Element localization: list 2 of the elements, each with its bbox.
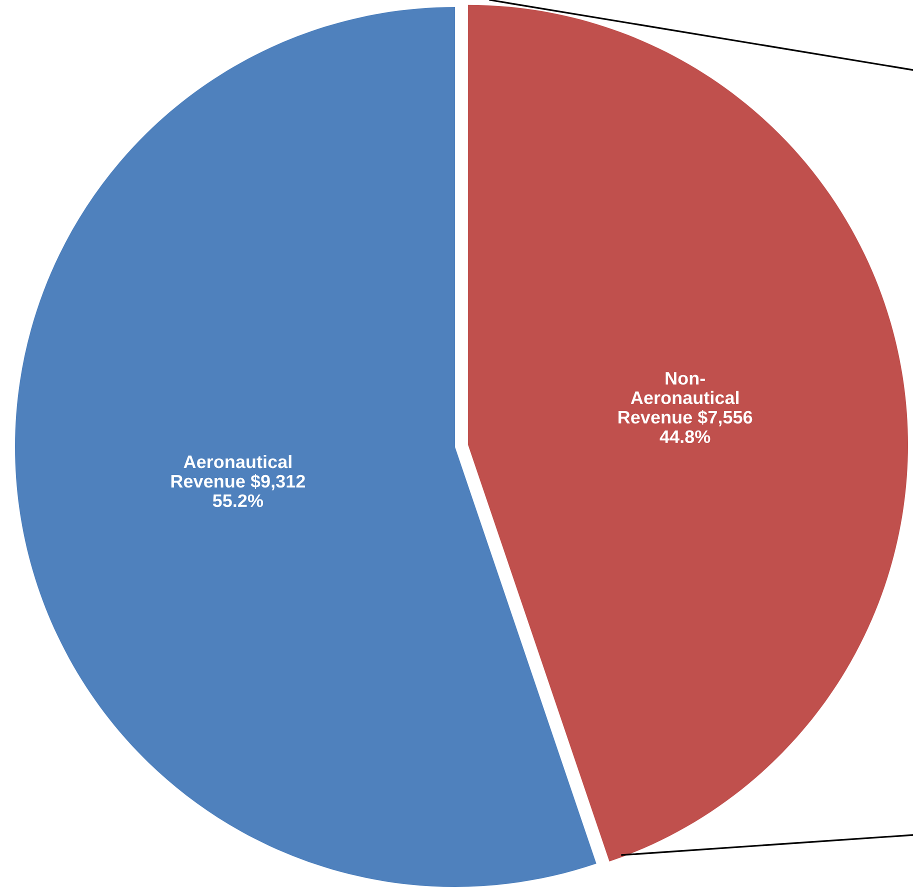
slice-label: Aeronautical Revenue $9,312 55.2% <box>171 454 305 508</box>
slice-label: Non- Aeronautical Revenue $7,556 44.8% <box>618 372 752 444</box>
